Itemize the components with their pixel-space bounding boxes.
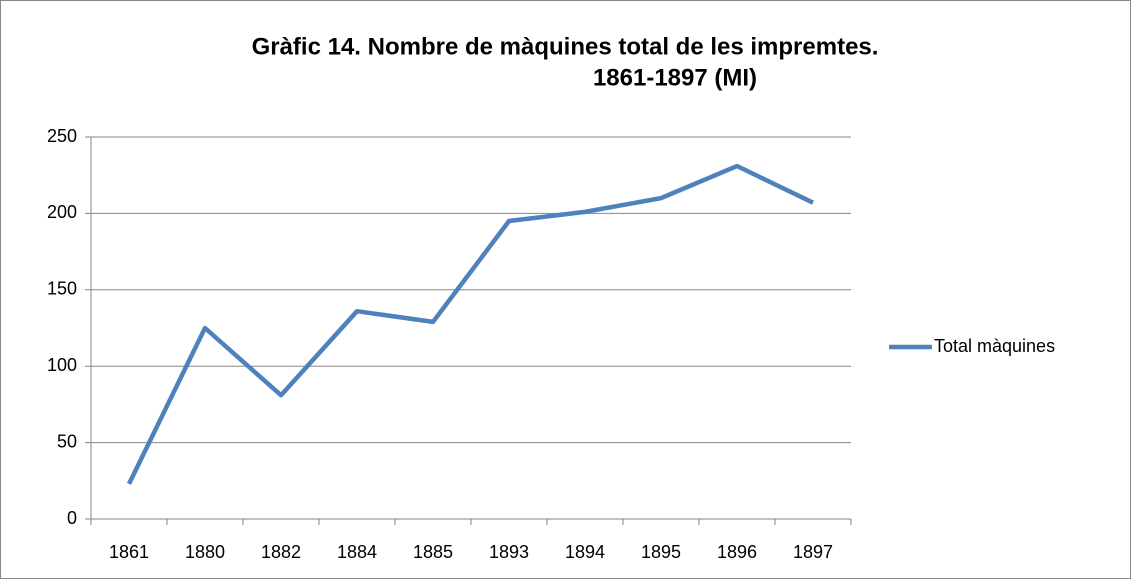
x-tick-label: 1896 — [717, 542, 757, 562]
y-tick-label: 250 — [47, 126, 77, 146]
data-line — [126, 163, 814, 485]
x-tick-label: 1861 — [109, 542, 149, 562]
x-tick-label: 1882 — [261, 542, 301, 562]
x-tick-label: 1897 — [793, 542, 833, 562]
chart-title: 1861-1897 (MI) — [593, 64, 757, 91]
y-tick-label: 100 — [47, 355, 77, 375]
x-tick-label: 1880 — [185, 542, 225, 562]
x-tick-label: 1893 — [489, 542, 529, 562]
y-tick-label: 200 — [47, 202, 77, 222]
x-tick-label: 1894 — [565, 542, 605, 562]
y-tick-label: 150 — [47, 279, 77, 299]
y-tick-label: 0 — [67, 508, 77, 528]
x-tick-label: 1895 — [641, 542, 681, 562]
x-tick-label: 1885 — [413, 542, 453, 562]
legend-label: Total màquines — [934, 336, 1055, 356]
y-tick-label: 50 — [57, 431, 77, 451]
x-tick-label: 1884 — [337, 542, 377, 562]
chart-title: Gràfic 14. Nombre de màquines total de l… — [252, 33, 879, 60]
